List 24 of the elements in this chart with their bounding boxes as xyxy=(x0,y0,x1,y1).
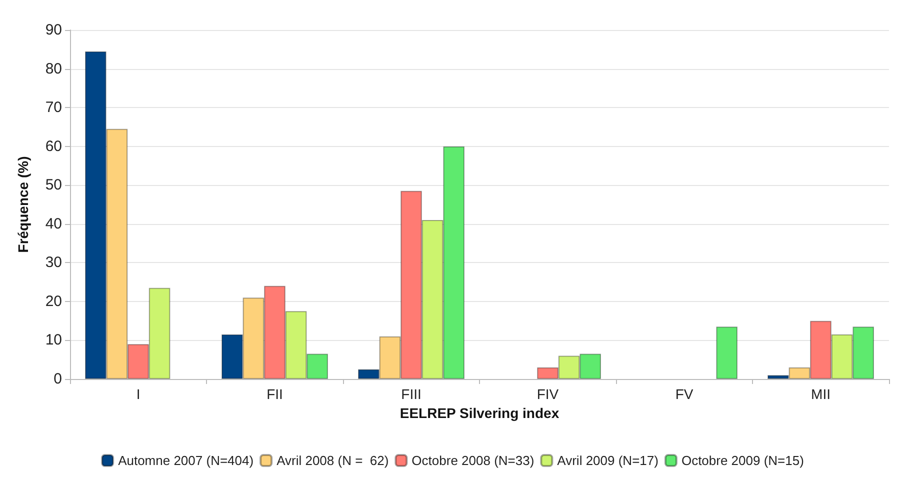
bar xyxy=(716,326,738,379)
x-axis-title: EELREP Silvering index xyxy=(400,404,560,421)
y-tick-label: 40 xyxy=(45,215,62,232)
y-tick-label: 90 xyxy=(45,22,62,38)
legend-label: Automne 2007 (N=404) xyxy=(118,453,254,468)
x-tick-label: FV xyxy=(675,386,694,402)
y-axis-title: Fréquence (%) xyxy=(15,156,31,253)
y-tick-label: 0 xyxy=(54,370,62,388)
x-tick-label: I xyxy=(136,386,140,402)
x-tick-label: FII xyxy=(266,386,283,402)
y-tick-label: 30 xyxy=(45,254,62,272)
x-tick-label: FIV xyxy=(536,386,560,402)
legend-label: Octobre 2008 (N=33) xyxy=(412,453,534,468)
y-tick-label: 60 xyxy=(45,138,62,155)
y-tick-label: 70 xyxy=(45,99,62,116)
y-tick-label: 80 xyxy=(45,60,62,78)
y-tick-label: 10 xyxy=(45,332,62,349)
legend-label: Avril 2008 (N = 62) xyxy=(276,453,389,468)
legend-label: Avril 2009 (N=17) xyxy=(557,453,658,468)
y-tick-label: 20 xyxy=(45,292,62,310)
y-tick-label: 50 xyxy=(45,176,62,194)
legend-label: Octobre 2009 (N=15) xyxy=(681,453,804,468)
x-tick-label: MII xyxy=(811,386,830,402)
x-tick-label: FIII xyxy=(401,386,422,402)
